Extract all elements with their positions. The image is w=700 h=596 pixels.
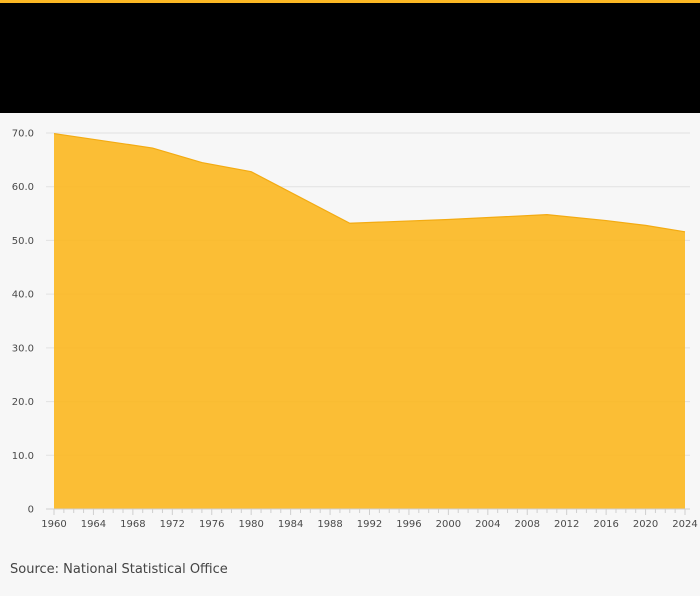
x-tick-label: 1964: [81, 519, 106, 530]
x-tick-label: 1988: [317, 519, 342, 530]
area-line: [53, 132, 686, 233]
x-tick-label: 2012: [554, 519, 579, 530]
header-band: [0, 3, 700, 113]
y-tick-label: 70.0: [12, 129, 34, 140]
y-tick-label: 20.0: [12, 397, 34, 408]
area-fill: [54, 133, 685, 509]
x-tick-label: 1960: [41, 519, 66, 530]
x-tick-label: 2024: [672, 519, 697, 530]
x-tick-label: 2016: [593, 519, 618, 530]
x-tick-label: 2000: [436, 519, 461, 530]
x-tick-label: 1992: [357, 519, 382, 530]
y-tick-label: 50.0: [12, 236, 34, 247]
x-tick-labels: 1960 1964 1968 1972 1976 1980 1984 1988 1992 1996…: [41, 519, 697, 530]
accent-bar: [0, 0, 700, 3]
y-tick-label: 10.0: [12, 451, 34, 462]
source-note: Source: National Statistical Office: [10, 562, 228, 577]
area-series: [53, 132, 686, 509]
y-tick-label: 30.0: [12, 343, 34, 354]
x-axis: [46, 508, 690, 515]
x-tick-label: 2004: [475, 519, 500, 530]
x-tick-label: 2020: [633, 519, 658, 530]
x-tick-label: 1980: [238, 519, 263, 530]
x-tick-label: 1972: [160, 519, 185, 530]
y-tick-label: 40.0: [12, 290, 34, 301]
x-tick-label: 1976: [199, 519, 224, 530]
x-tick-label: 1996: [396, 519, 421, 530]
chart-area: 0 10.0 20.0 30.0 40.0 50.0 60.0 70.0 1960 1964 19…: [0, 113, 700, 543]
y-tick-label: 60.0: [12, 182, 34, 193]
x-tick-label: 2008: [515, 519, 540, 530]
y-tick-label: 0: [28, 505, 34, 516]
area-chart: 010.020.030.040.050.060.070.0 1960 1964 19…: [12, 129, 698, 531]
y-tick-labels: 0 10.0 20.0 30.0 40.0 50.0 60.0 70.0: [12, 129, 34, 516]
x-tick-label: 1984: [278, 519, 303, 530]
x-tick-label: 1968: [120, 519, 145, 530]
